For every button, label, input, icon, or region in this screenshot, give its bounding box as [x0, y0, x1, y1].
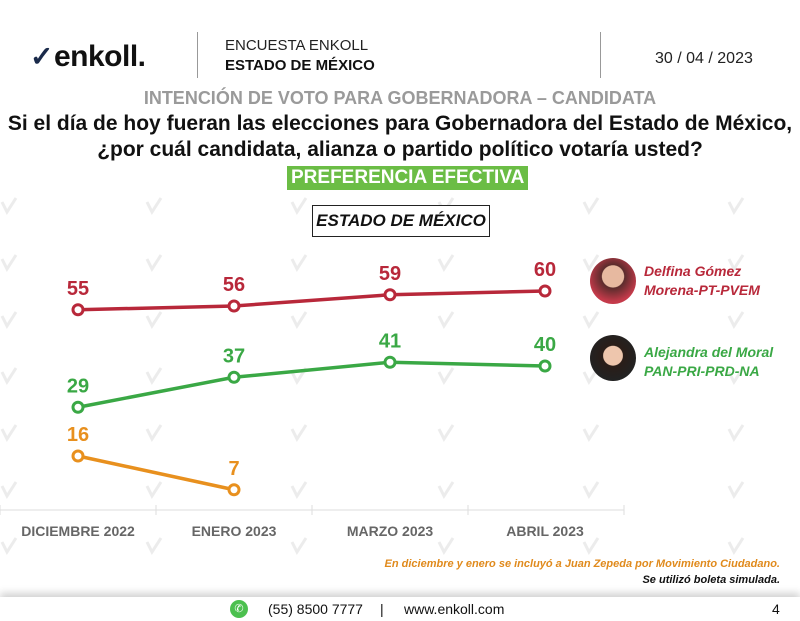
slide-subtitle: INTENCIÓN DE VOTO PARA GOBERNADORA – CAN…	[143, 88, 657, 108]
data-label: 29	[67, 375, 89, 397]
divider	[197, 32, 198, 78]
watermark-mark	[582, 254, 600, 273]
survey-region: ESTADO DE MÉXICO	[225, 57, 375, 74]
watermark-mark	[0, 254, 18, 273]
footer-phone: (55) 8500 7777	[268, 601, 363, 617]
watermark-mark	[290, 367, 308, 386]
watermark-mark	[582, 537, 600, 556]
data-point	[383, 355, 397, 369]
enkoll-mark-icon: ✓	[30, 41, 53, 72]
data-label: 41	[379, 330, 401, 352]
data-point	[227, 483, 241, 497]
logo-text: enkoll.	[53, 40, 146, 73]
candidate-label-delfina: Delfina Gómez Morena-PT-PVEM	[644, 262, 760, 300]
watermark-mark	[290, 481, 308, 500]
watermark-mark	[437, 367, 455, 386]
watermark-mark	[582, 481, 600, 500]
watermark-mark	[145, 367, 163, 386]
watermark-mark	[437, 311, 455, 330]
chart-region-label: ESTADO DE MÉXICO	[312, 205, 490, 237]
data-point	[538, 284, 552, 298]
series-line-1	[77, 360, 546, 409]
survey-name: ENCUESTA ENKOLL	[225, 37, 369, 54]
watermark-mark	[0, 367, 18, 386]
watermark-mark	[145, 311, 163, 330]
data-label: 55	[67, 278, 89, 300]
survey-question: Si el día de hoy fueran las elecciones p…	[0, 111, 800, 163]
data-point	[71, 449, 85, 463]
data-label: 7	[228, 458, 239, 480]
candidate-photo-delfina	[590, 258, 636, 304]
enkoll-logo: ✓enkoll.	[30, 40, 146, 74]
watermark-mark	[727, 537, 745, 556]
watermark-mark	[437, 537, 455, 556]
watermark-mark	[582, 424, 600, 443]
candidate-party: PAN-PRI-PRD-NA	[644, 363, 760, 379]
watermark-mark	[290, 537, 308, 556]
data-label: 37	[223, 345, 245, 367]
watermark-mark	[727, 424, 745, 443]
preferencia-badge: PREFERENCIA EFECTIVA	[287, 166, 529, 190]
candidate-name: Alejandra del Moral	[644, 344, 774, 360]
divider	[600, 32, 601, 78]
x-axis-label: ABRIL 2023	[506, 523, 584, 539]
watermark-mark	[727, 197, 745, 216]
candidate-party: Morena-PT-PVEM	[644, 282, 760, 298]
watermark-mark	[145, 537, 163, 556]
x-axis-label: MARZO 2023	[346, 523, 434, 539]
data-label: 60	[534, 259, 556, 281]
watermark-mark	[145, 254, 163, 273]
x-axis-label: ENERO 2023	[191, 523, 277, 539]
watermark-mark	[0, 424, 18, 443]
data-point	[71, 400, 85, 414]
data-point	[538, 359, 552, 373]
watermark-mark	[582, 197, 600, 216]
footer-separator: |	[380, 601, 384, 617]
x-axis-label: DICIEMBRE 2022	[21, 523, 135, 539]
watermark-mark	[582, 311, 600, 330]
watermark-mark	[0, 311, 18, 330]
candidate-photo-alejandra	[590, 335, 636, 381]
series-line-0	[77, 289, 546, 312]
data-label: 16	[67, 424, 89, 446]
watermark-mark	[290, 424, 308, 443]
data-label: 56	[223, 274, 245, 296]
watermark-mark	[727, 481, 745, 500]
watermark-mark	[290, 311, 308, 330]
watermark-mark	[145, 424, 163, 443]
watermark-mark	[437, 424, 455, 443]
watermark-mark	[0, 537, 18, 556]
data-label: 59	[379, 263, 401, 285]
candidate-name: Delfina Gómez	[644, 263, 742, 279]
candidate-label-alejandra: Alejandra del Moral PAN-PRI-PRD-NA	[644, 343, 773, 381]
footer-bar	[0, 597, 800, 621]
data-point	[71, 303, 85, 317]
watermark-mark	[727, 254, 745, 273]
footnote-ballot: Se utilizó boleta simulada.	[642, 574, 780, 586]
data-point	[383, 288, 397, 302]
watermark-mark	[290, 197, 308, 216]
watermark-mark	[0, 481, 18, 500]
watermark-mark	[290, 254, 308, 273]
footer-website[interactable]: www.enkoll.com	[404, 601, 505, 617]
watermark-mark	[145, 481, 163, 500]
survey-date: 30 / 04 / 2023	[655, 50, 753, 67]
data-point	[227, 370, 241, 384]
whatsapp-icon: ✆	[230, 600, 248, 618]
line-chart: 55 56 59 60 29 37 41 40 16 7	[0, 259, 625, 515]
watermark-mark	[727, 367, 745, 386]
watermark-mark	[145, 197, 163, 216]
question-line-1: Si el día de hoy fueran las elecciones p…	[7, 112, 793, 135]
page-number: 4	[772, 601, 780, 617]
watermark-mark	[727, 311, 745, 330]
data-label: 40	[534, 334, 556, 356]
footnote-zepeda: En diciembre y enero se incluyó a Juan Z…	[384, 558, 780, 570]
series-line-2	[77, 454, 235, 492]
watermark-mark	[0, 197, 18, 216]
watermark-mark	[437, 481, 455, 500]
watermark-mark	[437, 254, 455, 273]
data-point	[227, 299, 241, 313]
question-line-2: ¿por cuál candidata, alianza o partido p…	[97, 138, 703, 161]
